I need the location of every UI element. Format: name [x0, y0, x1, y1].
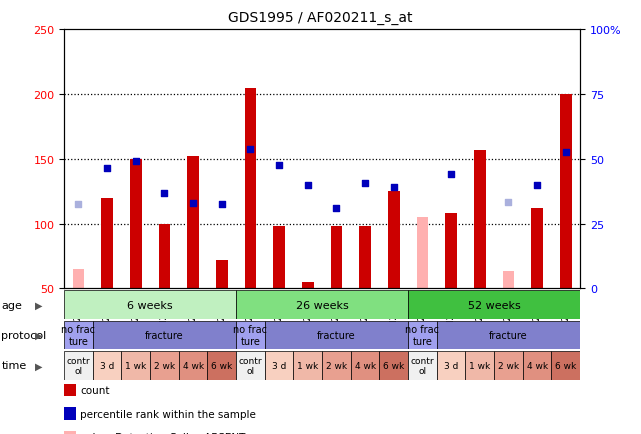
Text: fracture: fracture: [317, 330, 356, 340]
Text: contr
ol: contr ol: [67, 356, 90, 375]
Bar: [130, 160, 142, 289]
Bar: [531, 209, 543, 289]
Bar: [437, 321, 580, 349]
Bar: [408, 321, 437, 349]
Point: [446, 171, 456, 178]
Bar: [408, 352, 437, 380]
Point: [303, 182, 313, 189]
Bar: [159, 224, 170, 289]
Point: [360, 181, 370, 187]
Bar: [179, 352, 208, 380]
Bar: [437, 352, 465, 380]
Text: contr
ol: contr ol: [411, 356, 434, 375]
Bar: [265, 321, 408, 349]
Point: [388, 184, 399, 191]
Point: [274, 162, 284, 169]
Bar: [93, 352, 121, 380]
Text: 2 wk: 2 wk: [154, 361, 175, 370]
Text: 6 weeks: 6 weeks: [128, 300, 173, 310]
Point: [561, 150, 571, 157]
Bar: [208, 352, 236, 380]
Bar: [64, 352, 93, 380]
Bar: [388, 192, 399, 289]
Text: 2 wk: 2 wk: [498, 361, 519, 370]
Point: [131, 158, 141, 165]
Bar: [465, 352, 494, 380]
Bar: [503, 272, 514, 289]
Text: ▶: ▶: [35, 361, 43, 371]
Text: 3 d: 3 d: [272, 361, 287, 370]
Bar: [294, 352, 322, 380]
Bar: [187, 157, 199, 289]
Text: 2 wk: 2 wk: [326, 361, 347, 370]
Text: no frac
ture: no frac ture: [406, 325, 440, 346]
Text: protocol: protocol: [1, 330, 47, 340]
Text: percentile rank within the sample: percentile rank within the sample: [80, 409, 256, 418]
Bar: [445, 214, 457, 289]
Point: [331, 205, 342, 212]
Text: 3 d: 3 d: [444, 361, 458, 370]
Text: 6 wk: 6 wk: [383, 361, 404, 370]
Text: 4 wk: 4 wk: [183, 361, 204, 370]
Bar: [64, 321, 93, 349]
Text: 6 wk: 6 wk: [211, 361, 233, 370]
Point: [73, 201, 83, 208]
Bar: [417, 217, 428, 289]
Text: 1 wk: 1 wk: [469, 361, 490, 370]
Bar: [236, 291, 408, 319]
Bar: [121, 352, 150, 380]
Text: ▶: ▶: [35, 300, 43, 310]
Bar: [408, 291, 580, 319]
Text: fracture: fracture: [145, 330, 184, 340]
Bar: [494, 352, 523, 380]
Point: [102, 165, 112, 172]
Text: 52 weeks: 52 weeks: [468, 300, 520, 310]
Text: contr
ol: contr ol: [238, 356, 262, 375]
Bar: [265, 352, 294, 380]
Text: 4 wk: 4 wk: [354, 361, 376, 370]
Point: [532, 182, 542, 189]
Text: 4 wk: 4 wk: [526, 361, 547, 370]
Text: age: age: [1, 300, 22, 310]
Bar: [474, 151, 485, 289]
Bar: [216, 260, 228, 289]
Text: 1 wk: 1 wk: [125, 361, 146, 370]
Bar: [273, 227, 285, 289]
Bar: [551, 352, 580, 380]
Point: [217, 201, 227, 208]
Point: [246, 146, 256, 153]
Text: value, Detection Call = ABSENT: value, Detection Call = ABSENT: [80, 433, 246, 434]
Bar: [379, 352, 408, 380]
Bar: [360, 227, 371, 289]
Text: no frac
ture: no frac ture: [233, 325, 267, 346]
Bar: [302, 282, 313, 289]
Text: time: time: [1, 361, 26, 371]
Text: 1 wk: 1 wk: [297, 361, 319, 370]
Bar: [560, 95, 572, 289]
Bar: [150, 352, 179, 380]
Bar: [331, 227, 342, 289]
Bar: [72, 269, 84, 289]
Bar: [245, 89, 256, 289]
Bar: [236, 352, 265, 380]
Point: [188, 200, 198, 207]
Text: count: count: [80, 385, 110, 395]
Bar: [93, 321, 236, 349]
Point: [503, 199, 513, 206]
Text: GDS1995 / AF020211_s_at: GDS1995 / AF020211_s_at: [228, 11, 413, 25]
Bar: [236, 321, 265, 349]
Bar: [64, 291, 236, 319]
Bar: [322, 352, 351, 380]
Text: 26 weeks: 26 weeks: [296, 300, 349, 310]
Text: no frac
ture: no frac ture: [62, 325, 96, 346]
Text: ▶: ▶: [35, 330, 43, 340]
Text: 6 wk: 6 wk: [555, 361, 576, 370]
Bar: [523, 352, 551, 380]
Bar: [101, 198, 113, 289]
Point: [160, 190, 170, 197]
Bar: [351, 352, 379, 380]
Text: 3 d: 3 d: [100, 361, 114, 370]
Text: fracture: fracture: [489, 330, 528, 340]
